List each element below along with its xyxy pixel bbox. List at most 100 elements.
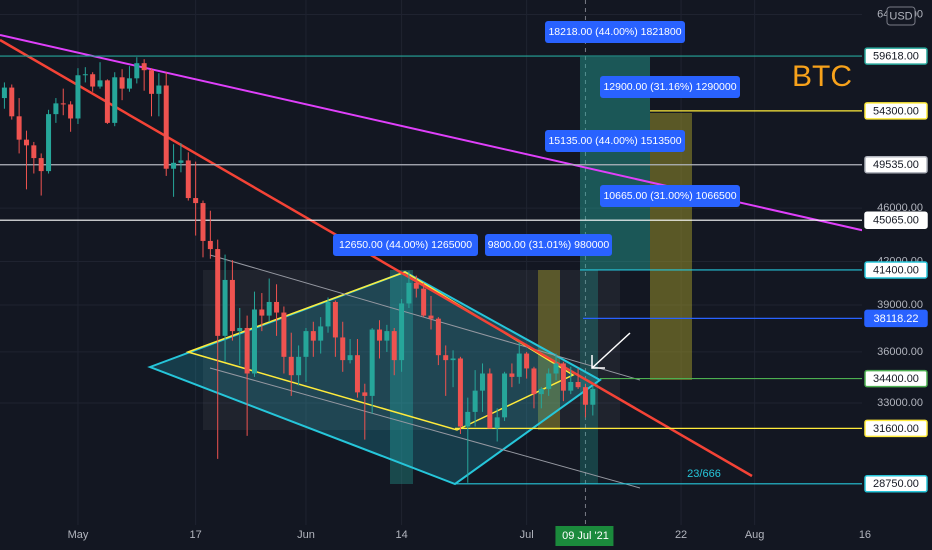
candle-body: [53, 103, 59, 115]
candle-body: [75, 75, 81, 119]
candle-body: [450, 358, 456, 361]
candle-body: [82, 74, 88, 76]
level-box: [864, 419, 928, 438]
candle-body: [68, 104, 74, 119]
candle-body: [384, 331, 390, 341]
level-box: [864, 211, 928, 229]
candle-body: [9, 87, 15, 117]
x-tick-label: Aug: [745, 529, 765, 541]
level-box: [864, 369, 928, 388]
candle-body: [516, 353, 522, 377]
candle-body: [288, 356, 294, 376]
candle-body: [575, 382, 581, 388]
candles: [1, 57, 596, 483]
crosshair-label: 09 Jul '21: [562, 530, 609, 542]
candle-body: [178, 160, 184, 163]
candle-body: [185, 160, 191, 199]
candle-body: [38, 158, 44, 172]
candle-body: [112, 77, 118, 123]
arrow-head: [591, 355, 605, 369]
candle-body: [200, 203, 206, 241]
candle-body: [97, 80, 103, 87]
annotation-box: [600, 185, 740, 207]
candle-body: [413, 282, 419, 289]
level-label: 31600.00: [873, 423, 919, 435]
candle-body: [251, 309, 257, 374]
x-tick-label: May: [68, 529, 89, 541]
candle-body: [274, 301, 280, 313]
currency-box: [886, 6, 916, 26]
highlight-bar: [390, 270, 413, 484]
diamond-inner: [185, 271, 575, 431]
candle-body: [524, 353, 530, 369]
level-box: [864, 475, 928, 493]
candle-body: [568, 382, 574, 391]
level-label: 59618.00: [873, 50, 919, 62]
candle-body: [538, 388, 544, 395]
candle-body: [126, 78, 132, 89]
level-box: [864, 309, 928, 328]
channel-line: [209, 254, 641, 381]
candle-body: [222, 279, 228, 336]
target-box: [650, 113, 692, 380]
candle-body: [428, 315, 434, 319]
candle-body: [377, 329, 383, 341]
x-tick-label: 14: [395, 529, 407, 541]
candle-body: [281, 312, 287, 357]
candle-body: [399, 303, 405, 361]
candle-body: [171, 162, 177, 169]
candle-body: [31, 145, 37, 159]
annotation: 12650.00 (44.00%) 1265000: [339, 239, 472, 251]
range-box: [203, 270, 620, 430]
candle-body: [90, 74, 96, 87]
candle-body: [310, 331, 316, 341]
candle-body: [435, 318, 441, 356]
level-label: 54300.00: [873, 105, 919, 117]
candle-body: [266, 301, 272, 316]
candle-body: [472, 390, 478, 412]
candle-body: [325, 301, 331, 327]
candle-body: [560, 363, 566, 391]
candle-body: [582, 387, 588, 405]
candle-body: [141, 63, 147, 71]
annotation-box: [545, 130, 685, 152]
level-label: 45065.00: [873, 215, 919, 227]
candle-body: [546, 373, 552, 389]
level-label: 28750.00: [873, 478, 919, 490]
axes: 64000.0046000.0042000.0039000.0036000.00…: [68, 8, 928, 546]
candle-body: [1, 87, 7, 99]
level-label: 38118.22: [873, 313, 918, 325]
candle-body: [229, 279, 235, 332]
candle-body: [46, 114, 52, 172]
candle-body: [494, 417, 500, 429]
symbol: BTC: [792, 60, 852, 93]
x-tick-label: 22: [675, 529, 687, 541]
candle-body: [60, 103, 66, 105]
annotation: 12900.00 (31.16%) 1290000: [603, 81, 736, 93]
candle-body: [244, 327, 250, 374]
target-box: [580, 270, 598, 484]
annotation: 9800.00 (31.01%) 980000: [488, 239, 610, 251]
y-tick-label: 46000.00: [877, 202, 923, 214]
levels: [0, 55, 862, 485]
x-tick-label: 17: [190, 529, 202, 541]
level-box: [864, 261, 928, 279]
trend-line: [0, 38, 753, 478]
level-box: [864, 102, 928, 120]
time-axis: [0, 525, 932, 550]
arrow: [591, 332, 631, 369]
candle-body: [457, 358, 463, 427]
candle-body: [193, 198, 199, 204]
candle-body: [509, 373, 515, 377]
candle-body: [16, 116, 22, 140]
x-tick-label: Jun: [297, 529, 315, 541]
level-label: 34400.00: [873, 373, 919, 385]
grid: [0, 0, 866, 525]
candle-body: [318, 326, 324, 341]
candle-body: [134, 63, 140, 79]
candle-body: [362, 392, 368, 396]
candle-body: [163, 85, 169, 169]
candle-body: [443, 355, 449, 361]
crosshair-box: [555, 526, 614, 546]
